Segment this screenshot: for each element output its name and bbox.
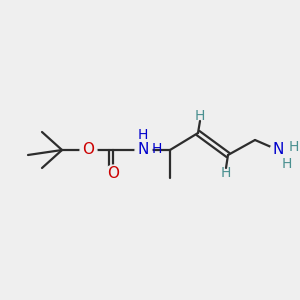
Text: H: H: [221, 166, 231, 180]
Text: N: N: [272, 142, 284, 158]
Text: H: H: [138, 128, 148, 142]
Text: H: H: [289, 140, 299, 154]
Text: H: H: [282, 157, 292, 171]
Text: N: N: [137, 142, 149, 158]
Text: H: H: [195, 109, 205, 123]
Text: O: O: [107, 166, 119, 181]
Text: O: O: [82, 142, 94, 158]
Text: H: H: [152, 142, 162, 156]
